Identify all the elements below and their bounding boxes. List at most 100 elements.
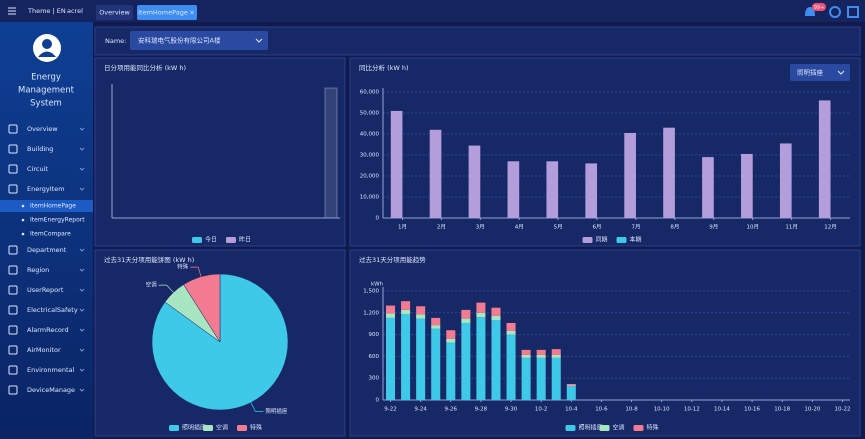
x-tick-label: 4月 <box>515 224 524 231</box>
slice-label: 照明插座 <box>265 407 288 415</box>
menu-chevron <box>79 147 85 151</box>
sidebar <box>0 22 93 439</box>
x-tick-label: 10-12 <box>684 407 700 413</box>
bar-segment <box>461 309 471 319</box>
bell-icon[interactable] <box>805 7 815 16</box>
legend-label[interactable]: 特殊 <box>647 424 659 432</box>
slice-label: 空调 <box>146 281 158 289</box>
bar <box>390 110 403 218</box>
chevron <box>837 70 845 75</box>
x-tick-label: 12月 <box>824 224 837 231</box>
bar-segment <box>461 322 471 400</box>
legend-swatch <box>203 425 213 431</box>
y-tick-label: 900 <box>369 332 380 338</box>
y-tick-label: 40,000 <box>360 132 380 138</box>
fullscreen-icon[interactable] <box>847 6 859 18</box>
tab-close[interactable]: × <box>189 9 194 17</box>
x-tick-label: 9-24 <box>414 407 427 413</box>
bar-segment <box>431 317 441 326</box>
menu-item[interactable]: EnergyItem <box>27 185 65 193</box>
badge <box>812 3 826 11</box>
x-tick-label: 10-4 <box>565 407 578 413</box>
menu-icon <box>8 325 18 335</box>
bar-segment <box>536 357 546 400</box>
legend-label[interactable]: 空调 <box>613 424 625 432</box>
menu-chevron <box>79 308 85 312</box>
menu-item[interactable]: DeviceManage <box>27 386 75 394</box>
submenu-item[interactable]: ItemEnergyReport <box>30 217 85 224</box>
bar-segment <box>551 357 561 400</box>
menu-bullet <box>21 218 25 222</box>
bar-segment <box>491 315 501 321</box>
menu-item[interactable]: AirMonitor <box>27 346 61 354</box>
menu-chevron <box>79 368 85 372</box>
menu-item[interactable]: AlarmRecord <box>27 326 69 334</box>
menu-chevron <box>79 388 85 392</box>
legend-swatch <box>565 425 576 431</box>
menu-item[interactable]: Overview <box>27 125 58 133</box>
y-tick-label: 10,000 <box>360 195 380 201</box>
chart-title: 同比分析 (kW h) <box>359 63 409 72</box>
chart-title: 过去31天分项用能趋势 <box>359 255 426 264</box>
menu-item[interactable]: ElectricalSafety <box>27 306 78 314</box>
user-name[interactable]: acrel <box>67 7 83 15</box>
bar <box>702 157 714 218</box>
legend-swatch <box>582 237 593 243</box>
menu-item[interactable]: Building <box>27 145 53 153</box>
legend-label[interactable]: 照明插座 <box>182 424 206 432</box>
theme-switch[interactable]: Theme | EN <box>27 7 66 15</box>
x-tick-label: 9-26 <box>445 407 458 413</box>
menu-item[interactable]: UserReport <box>27 286 64 294</box>
submenu-item[interactable]: ItemCompare <box>30 231 71 238</box>
series-select-value[interactable]: 照明插座 <box>797 68 824 77</box>
bar-segment <box>506 334 516 400</box>
refresh-icon[interactable] <box>829 6 841 18</box>
tab-label[interactable]: Overview <box>99 9 130 17</box>
tab-active[interactable] <box>137 5 197 20</box>
legend-swatch <box>226 237 236 243</box>
bar-segment <box>566 384 576 386</box>
tab-label[interactable]: ItemHomePage <box>138 9 188 17</box>
legend-label[interactable]: 本期 <box>630 236 642 244</box>
bar-segment <box>566 385 576 387</box>
submenu-item[interactable]: ItemHomePage <box>30 203 76 210</box>
name-select-value[interactable]: 安科瑞电气股份有限公司A楼 <box>138 36 221 45</box>
bar <box>468 145 481 218</box>
menu-icon <box>8 305 18 315</box>
label-line <box>250 402 264 412</box>
name-select[interactable] <box>130 31 268 50</box>
chevron <box>255 38 263 43</box>
bar-segment <box>566 386 576 400</box>
tab[interactable] <box>96 5 133 20</box>
legend-label[interactable]: 照明插座 <box>579 424 603 432</box>
legend-label[interactable]: 空调 <box>216 424 228 432</box>
chart-title: 过去31天分项用能饼图 (kW h) <box>104 255 194 264</box>
x-tick-label: 10-22 <box>834 407 850 413</box>
x-tick-label: 10-20 <box>804 407 820 413</box>
menu-item[interactable]: Region <box>27 266 49 274</box>
bar <box>624 132 636 218</box>
x-tick-label: 10-10 <box>654 407 670 413</box>
menu-icon <box>8 164 18 174</box>
menu-item[interactable]: Circuit <box>27 165 48 173</box>
menu-bullet <box>21 232 25 236</box>
x-tick-label: 2月 <box>437 224 446 231</box>
legend-label[interactable]: 同期 <box>596 236 608 244</box>
bar-segment <box>386 317 396 400</box>
menu-bullet <box>21 204 25 208</box>
bar-segment <box>476 302 486 313</box>
menu-toggle[interactable] <box>8 7 16 15</box>
bar-segment <box>491 307 501 316</box>
menu-chevron <box>79 348 85 352</box>
legend-label[interactable]: 今日 <box>205 236 217 244</box>
x-tick-label: 10-16 <box>744 407 760 413</box>
y-tick-label: 0 <box>376 398 380 404</box>
legend-label[interactable]: 特殊 <box>250 424 262 432</box>
menu-item[interactable]: Department <box>27 246 67 254</box>
legend-label[interactable]: 昨日 <box>239 236 251 244</box>
bar <box>779 143 792 218</box>
menu-icon <box>8 285 18 295</box>
series-select[interactable] <box>790 64 850 81</box>
menu-item[interactable]: Environmental <box>27 366 74 374</box>
